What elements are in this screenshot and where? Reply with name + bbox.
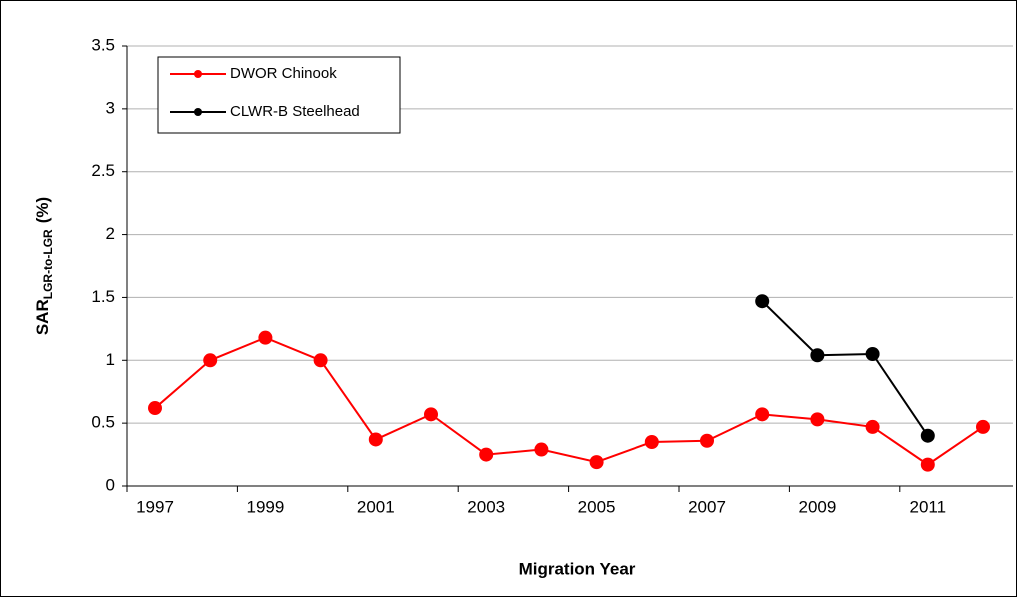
data-point [313, 353, 328, 368]
data-point [368, 432, 383, 447]
x-tick-label: 2005 [578, 497, 616, 516]
y-axis-title-main: SAR [33, 299, 52, 335]
data-point [203, 353, 218, 368]
y-axis-title-suffix: (%) [33, 197, 52, 223]
data-point [534, 442, 549, 457]
data-point [479, 447, 494, 462]
data-point [755, 407, 770, 422]
x-axis-title: Migration Year [519, 559, 636, 578]
data-point [920, 457, 935, 472]
legend-label: CLWR-B Steelhead [230, 103, 360, 120]
x-tick-label: 1997 [136, 497, 174, 516]
legend-box [157, 56, 401, 134]
y-tick-label: 0.5 [91, 413, 115, 432]
data-point [700, 433, 714, 448]
data-point [148, 401, 162, 416]
y-axis-title-sub: LGR-to-LGR [41, 229, 55, 299]
y-tick-label: 2 [106, 224, 115, 243]
x-tick-label: 1999 [246, 497, 284, 516]
legend-marker [194, 108, 202, 116]
series-line [154, 336, 984, 466]
legend-marker [194, 70, 202, 78]
data-point [755, 294, 770, 309]
x-tick-label: 2011 [910, 497, 947, 516]
x-tick-label: 2007 [688, 497, 726, 516]
x-tick-label: 2009 [798, 497, 836, 516]
x-tick-label: 2003 [467, 497, 505, 516]
data-point [920, 428, 935, 443]
y-tick-label: 0 [106, 475, 115, 494]
y-tick-label: 1 [106, 350, 115, 369]
data-point [810, 412, 825, 427]
series-line [761, 300, 929, 437]
y-tick-label: 3 [106, 98, 115, 117]
data-point [258, 330, 273, 345]
y-tick-label: 2.5 [91, 161, 115, 180]
legend-label: DWOR Chinook [230, 65, 337, 82]
data-point [976, 419, 990, 434]
y-axis-title: SARLGR-to-LGR (%) [33, 197, 55, 335]
y-tick-label: 3.5 [91, 35, 115, 54]
data-point [810, 348, 825, 363]
data-point [424, 407, 438, 422]
x-tick-label: 2001 [357, 497, 395, 516]
data-point [865, 347, 880, 361]
y-tick-label: 1.5 [91, 287, 115, 306]
data-point [644, 435, 659, 449]
data-point [865, 419, 880, 434]
data-point [589, 455, 604, 470]
